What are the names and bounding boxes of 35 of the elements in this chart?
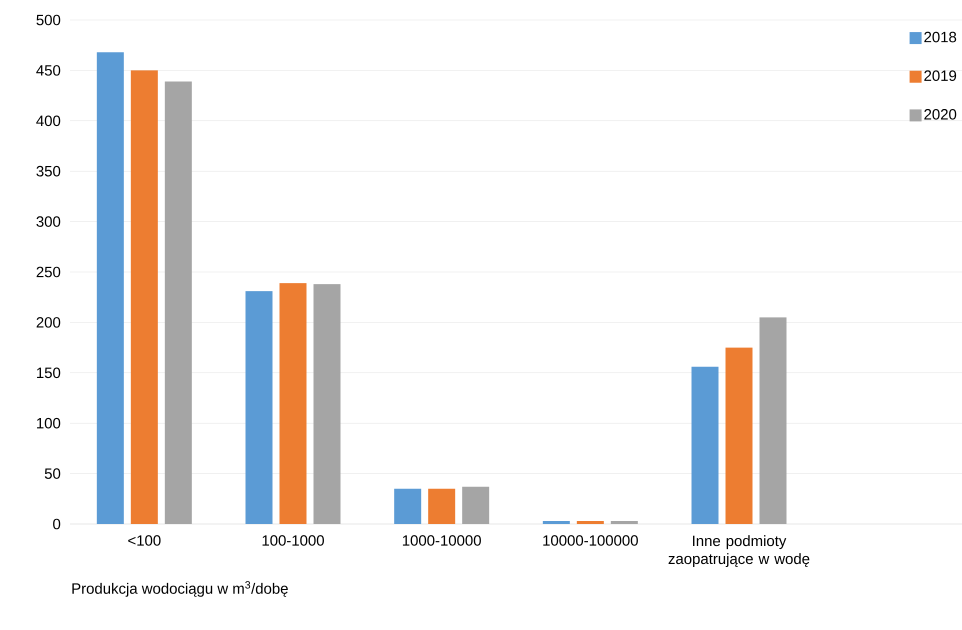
legend-label: 2019 <box>924 70 956 81</box>
bar <box>394 488 422 524</box>
x-tick-label: 100-1000 <box>262 535 324 546</box>
y-tick-label: 100 <box>37 418 60 428</box>
bar <box>130 70 158 524</box>
y-tick-label: 500 <box>36 14 60 26</box>
bar <box>164 81 192 524</box>
y-tick-label: 400 <box>36 116 60 126</box>
bar <box>726 348 753 524</box>
x-tick-label: 1000-10000 <box>402 535 481 546</box>
bar <box>314 284 341 524</box>
bar <box>428 488 456 524</box>
y-tick-label: 350 <box>36 166 60 176</box>
bar <box>280 283 306 524</box>
bar <box>96 52 124 524</box>
legend-label: 2018 <box>924 32 956 42</box>
y-tick-label: 300 <box>36 216 60 227</box>
x-tick-label: <100 <box>128 535 161 546</box>
x-tick-label: Inne podmioty zaopatrujące w wodę <box>668 535 810 568</box>
y-tick-label: 50 <box>44 468 60 479</box>
y-tick-label: 0 <box>53 518 60 530</box>
bar <box>542 520 570 524</box>
y-tick-label: 200 <box>36 317 60 328</box>
y-tick-label: 250 <box>36 266 60 278</box>
bar <box>760 317 787 524</box>
bar <box>246 291 272 524</box>
bar <box>692 366 719 524</box>
x-tick-label: 10000-100000 <box>543 535 638 546</box>
y-tick-label: 450 <box>36 65 60 76</box>
x-axis-title: Produkcja wodociągu w m$^{3}$/dobę <box>72 581 288 597</box>
legend-label: 2020 <box>924 109 956 120</box>
bar <box>610 520 638 524</box>
bar <box>462 486 490 524</box>
bar <box>576 520 604 524</box>
y-tick-label: 150 <box>37 368 60 378</box>
